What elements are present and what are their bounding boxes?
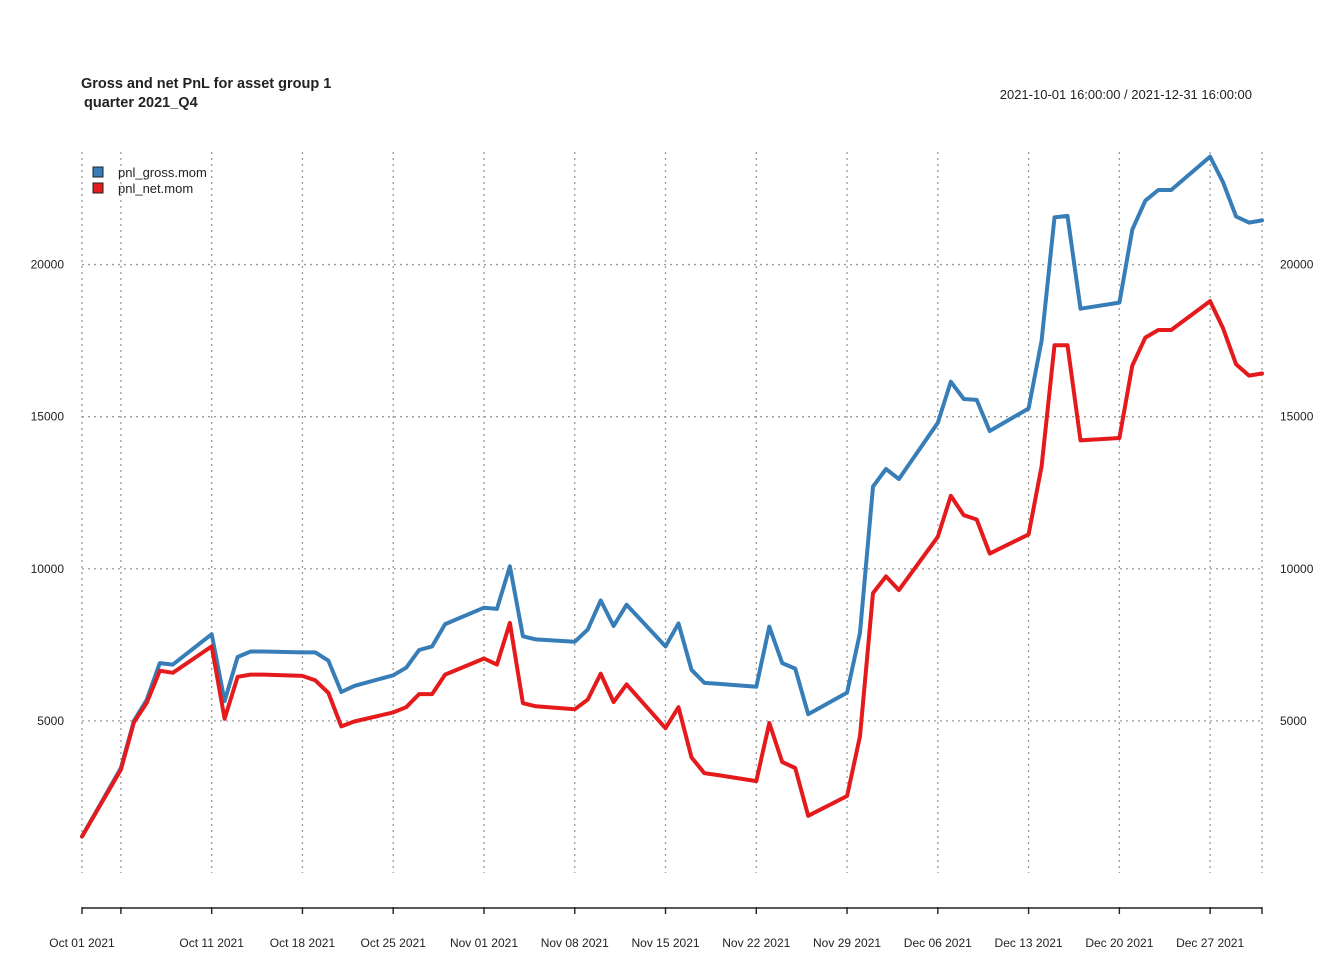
x-tick-label: Nov 29 2021 bbox=[813, 936, 881, 950]
series-lines bbox=[80, 154, 1264, 839]
y-axis-left: 5000 10000 15000 20000 bbox=[31, 258, 65, 728]
y-tick-label: 5000 bbox=[37, 714, 64, 728]
y-tick-label: 15000 bbox=[31, 410, 65, 424]
legend-label-net: pnl_net.mom bbox=[118, 181, 193, 196]
x-tick-label: Oct 11 2021 bbox=[179, 936, 244, 950]
y-tick-label: 10000 bbox=[1280, 562, 1314, 576]
legend-label-gross: pnl_gross.mom bbox=[118, 165, 207, 180]
date-range-label: 2021-10-01 16:00:00 / 2021-12-31 16:00:0… bbox=[1000, 87, 1252, 102]
legend-swatch-gross bbox=[92, 166, 104, 178]
x-tick-label: Nov 15 2021 bbox=[631, 936, 699, 950]
y-tick-label: 20000 bbox=[31, 258, 65, 272]
grid-lines bbox=[81, 152, 1263, 873]
x-tick-label: Oct 25 2021 bbox=[361, 936, 427, 950]
x-axis: Oct 01 2021 Oct 11 2021 Oct 18 2021 Oct 25 … bbox=[49, 907, 1263, 950]
x-tick-label: Dec 20 2021 bbox=[1085, 936, 1153, 950]
x-tick-label: Nov 01 2021 bbox=[450, 936, 518, 950]
y-tick-label: 20000 bbox=[1280, 258, 1314, 272]
x-tick-label: Dec 13 2021 bbox=[995, 936, 1063, 950]
legend-swatch-net bbox=[92, 182, 104, 194]
y-tick-label: 10000 bbox=[31, 562, 65, 576]
legend: pnl_gross.mom pnl_net.mom bbox=[92, 165, 207, 196]
series-line-pnl-gross bbox=[80, 154, 1264, 839]
x-tick-label: Nov 08 2021 bbox=[541, 936, 609, 950]
x-tick-label: Oct 01 2021 bbox=[49, 936, 115, 950]
series-line-pnl-net bbox=[80, 299, 1264, 839]
chart-subtitle: quarter 2021_Q4 bbox=[84, 95, 198, 111]
y-tick-label: 15000 bbox=[1280, 410, 1314, 424]
x-tick-label: Dec 27 2021 bbox=[1176, 936, 1244, 950]
y-tick-label: 5000 bbox=[1280, 714, 1307, 728]
x-tick-label: Nov 22 2021 bbox=[722, 936, 790, 950]
chart-title: Gross and net PnL for asset group 1 bbox=[81, 76, 331, 92]
x-tick-label: Oct 18 2021 bbox=[270, 936, 336, 950]
y-axis-right: 5000 10000 15000 20000 bbox=[1280, 258, 1314, 728]
x-tick-label: Dec 06 2021 bbox=[904, 936, 972, 950]
